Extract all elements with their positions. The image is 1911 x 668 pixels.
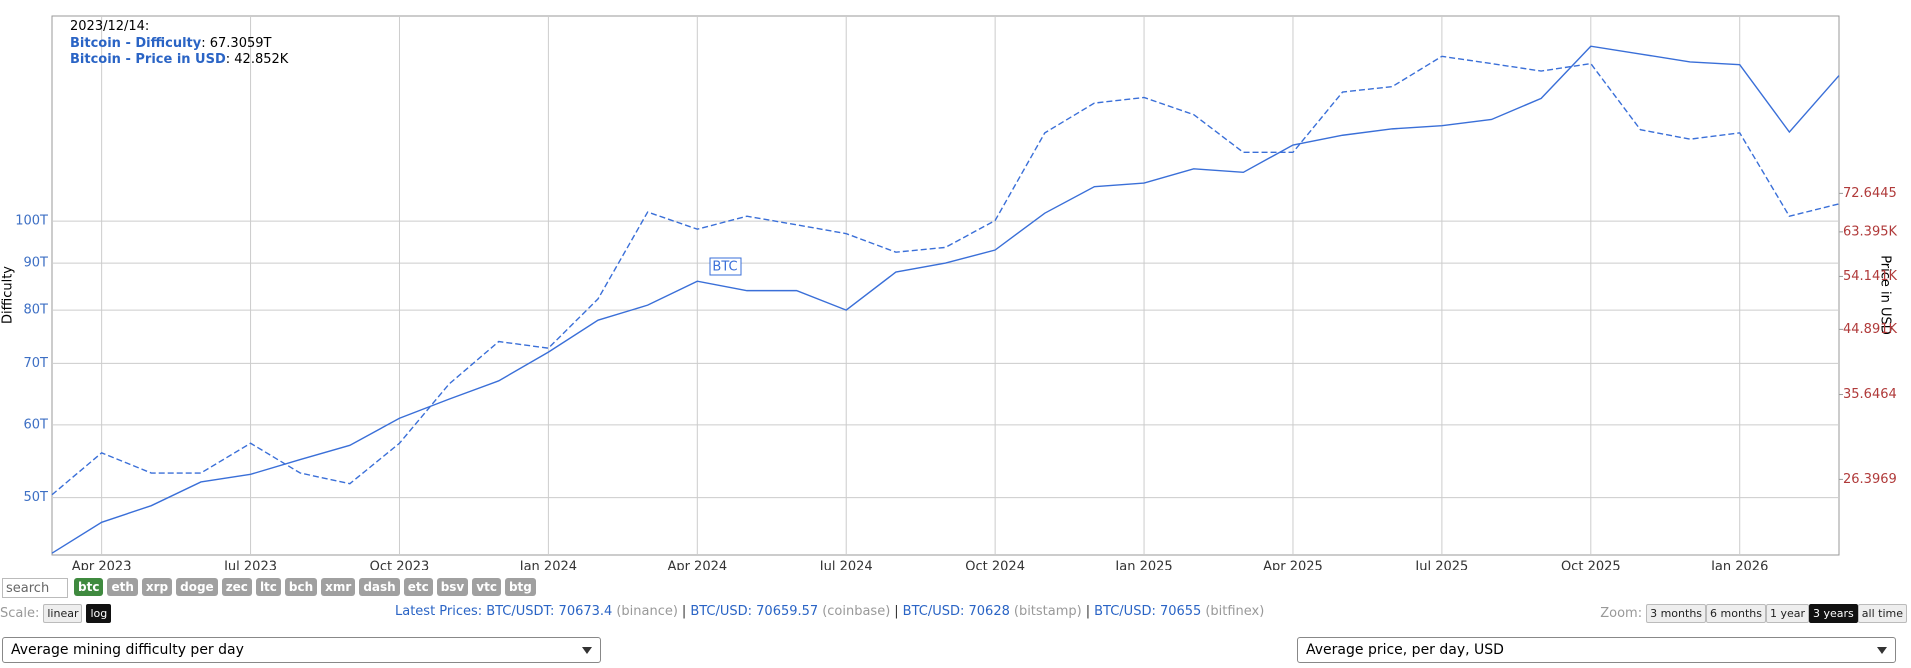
tooltip-row: Bitcoin - Price in USD42.852K xyxy=(70,52,288,68)
y2-axis-label: Price in USD xyxy=(1878,255,1893,335)
y-tick-label: 100T xyxy=(15,214,48,229)
zoom-row: Zoom: 3 months 6 months 1 year 3 years all ti… xyxy=(1600,604,1907,623)
price-pair[interactable]: BTC/USD: 70655 xyxy=(1094,604,1202,619)
x-tick-label: Jul 2023 xyxy=(223,560,277,571)
tooltip-series: Bitcoin - Difficulty xyxy=(70,36,210,51)
plot-frame xyxy=(51,15,1840,556)
zoom-button[interactable]: 3 months xyxy=(1646,604,1707,623)
tooltip-series: Bitcoin - Price in USD xyxy=(70,52,234,67)
scale-button[interactable]: log xyxy=(86,604,112,623)
coin-button[interactable]: btc xyxy=(74,578,104,596)
right-select[interactable]: Average price, per day, USD xyxy=(1297,637,1896,663)
series-line xyxy=(51,55,1840,496)
coin-button[interactable]: bsv xyxy=(436,578,469,596)
y2-tick-label: 72.6445 xyxy=(1843,186,1897,201)
x-tick-label: Jan 2026 xyxy=(1710,560,1768,571)
y-tick-label: 60T xyxy=(24,417,49,432)
x-tick-label: Jul 2025 xyxy=(1414,560,1468,571)
coin-button[interactable]: btg xyxy=(504,578,536,596)
series-line xyxy=(51,45,1840,554)
y-tick-label: 50T xyxy=(24,490,49,505)
x-tick-label: Apr 2025 xyxy=(1263,560,1323,571)
x-tick-label: Oct 2023 xyxy=(370,560,430,571)
coin-button[interactable]: etc xyxy=(403,578,433,596)
scale-label: Scale: xyxy=(0,606,40,621)
x-tick-label: Oct 2024 xyxy=(965,560,1025,571)
separator: | xyxy=(1085,604,1091,619)
separator: | xyxy=(681,604,687,619)
coin-button[interactable]: xmr xyxy=(321,578,356,596)
x-tick-label: Jul 2024 xyxy=(819,560,873,571)
y-tick-label: 90T xyxy=(24,256,49,271)
zoom-label: Zoom: xyxy=(1600,606,1643,621)
y2-tick-label: 63.395K xyxy=(1843,224,1897,239)
y-tick-label: 80T xyxy=(24,303,49,318)
price-exchange: (bitstamp) xyxy=(1013,604,1082,619)
left-select[interactable]: Average mining difficulty per day xyxy=(2,637,601,663)
y2-tick-label: 44.891K xyxy=(1843,322,1897,337)
price-exchange: (binance) xyxy=(616,604,678,619)
x-tick-label: Apr 2023 xyxy=(72,560,132,571)
y-axis-label: Difficulty xyxy=(1,266,16,324)
price-pair[interactable]: BTC/USD: 70659.57 xyxy=(690,604,819,619)
price-exchange: (coinbase) xyxy=(822,604,891,619)
zoom-button[interactable]: 3 years xyxy=(1809,604,1858,623)
x-tick-label: Jan 2024 xyxy=(519,560,577,571)
price-pair[interactable]: BTC/USD: 70628 xyxy=(902,604,1010,619)
coin-button[interactable]: vtc xyxy=(472,578,501,596)
prices-label: Latest Prices: xyxy=(395,604,483,619)
latest-prices: Latest Prices: BTC/USDT: 70673.4 (binance)… xyxy=(395,604,1264,619)
tooltip-date: 2023/12/14: xyxy=(70,19,150,34)
coin-button[interactable]: ltc xyxy=(255,578,281,596)
x-tick-label: Oct 2025 xyxy=(1561,560,1621,571)
chart: Difficulty Price in USD Apr 2023 Jul 2023… xyxy=(1,15,1897,571)
coin-button[interactable]: zec xyxy=(221,578,252,596)
y2-tick-label: 26.3969 xyxy=(1843,472,1897,487)
coin-button[interactable]: bch xyxy=(284,578,318,596)
tooltip-value: 42.852K xyxy=(234,52,289,67)
coin-button[interactable]: xrp xyxy=(141,578,173,596)
search-box[interactable]: search xyxy=(2,578,68,598)
price-exchange: (bitfinex) xyxy=(1205,604,1265,619)
tooltip-row: Bitcoin - Difficulty67.3059T xyxy=(70,36,271,52)
zoom-button[interactable]: 6 months xyxy=(1706,604,1766,623)
coin-buttons: btc eth xrp doge zec ltc bch xmr dash etc bsv vtc bt… xyxy=(74,578,536,596)
annotation-text: BTC xyxy=(712,260,737,275)
tooltip-value: 67.3059T xyxy=(209,36,272,51)
zoom-button[interactable]: all time xyxy=(1857,604,1907,623)
y-tick-label: 70T xyxy=(24,356,49,371)
annotation-box xyxy=(709,257,742,276)
scale-row: Scale: linear log xyxy=(0,604,112,623)
y2-tick-label: 35.6464 xyxy=(1843,387,1897,402)
scale-button[interactable]: linear xyxy=(43,604,83,623)
x-tick-label: Jan 2025 xyxy=(1114,560,1172,571)
y2-tick-label: 54.141K xyxy=(1843,269,1897,284)
coin-button[interactable]: eth xyxy=(107,578,138,596)
annotation: BTC xyxy=(709,257,742,276)
coin-button[interactable]: dash xyxy=(359,578,400,596)
price-pair[interactable]: BTC/USDT: 70673.4 xyxy=(486,604,613,619)
x-tick-label: Apr 2024 xyxy=(667,560,727,571)
zoom-button[interactable]: 1 year xyxy=(1765,604,1810,623)
separator: | xyxy=(894,604,899,619)
coin-button[interactable]: doge xyxy=(176,578,218,596)
zoom-buttons: 3 months 6 months 1 year 3 years all time xyxy=(1646,604,1907,623)
